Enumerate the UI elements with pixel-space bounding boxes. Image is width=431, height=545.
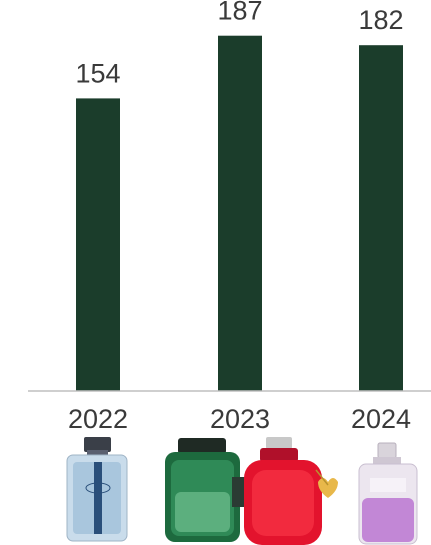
bar-2024 (359, 45, 403, 391)
category-labels-group: 2022 2023 2024 (68, 404, 411, 434)
value-labels-group: 154 187 182 (75, 0, 403, 88)
bars-group (76, 35, 403, 392)
value-label-2022: 154 (75, 58, 120, 88)
bar-2022 (76, 98, 120, 392)
bar-2023 (218, 35, 262, 391)
category-label-2022: 2022 (68, 404, 128, 434)
category-label-2024: 2024 (351, 404, 411, 434)
category-label-2023: 2023 (210, 404, 270, 434)
coach-green-bottle-icon (165, 438, 248, 542)
value-label-2024: 182 (358, 5, 403, 35)
coach-pink-bottle-icon (358, 442, 418, 545)
coach-blue-bottle-icon (66, 437, 128, 542)
coach-red-bottle-icon (244, 437, 338, 545)
value-label-2023: 187 (217, 0, 262, 26)
